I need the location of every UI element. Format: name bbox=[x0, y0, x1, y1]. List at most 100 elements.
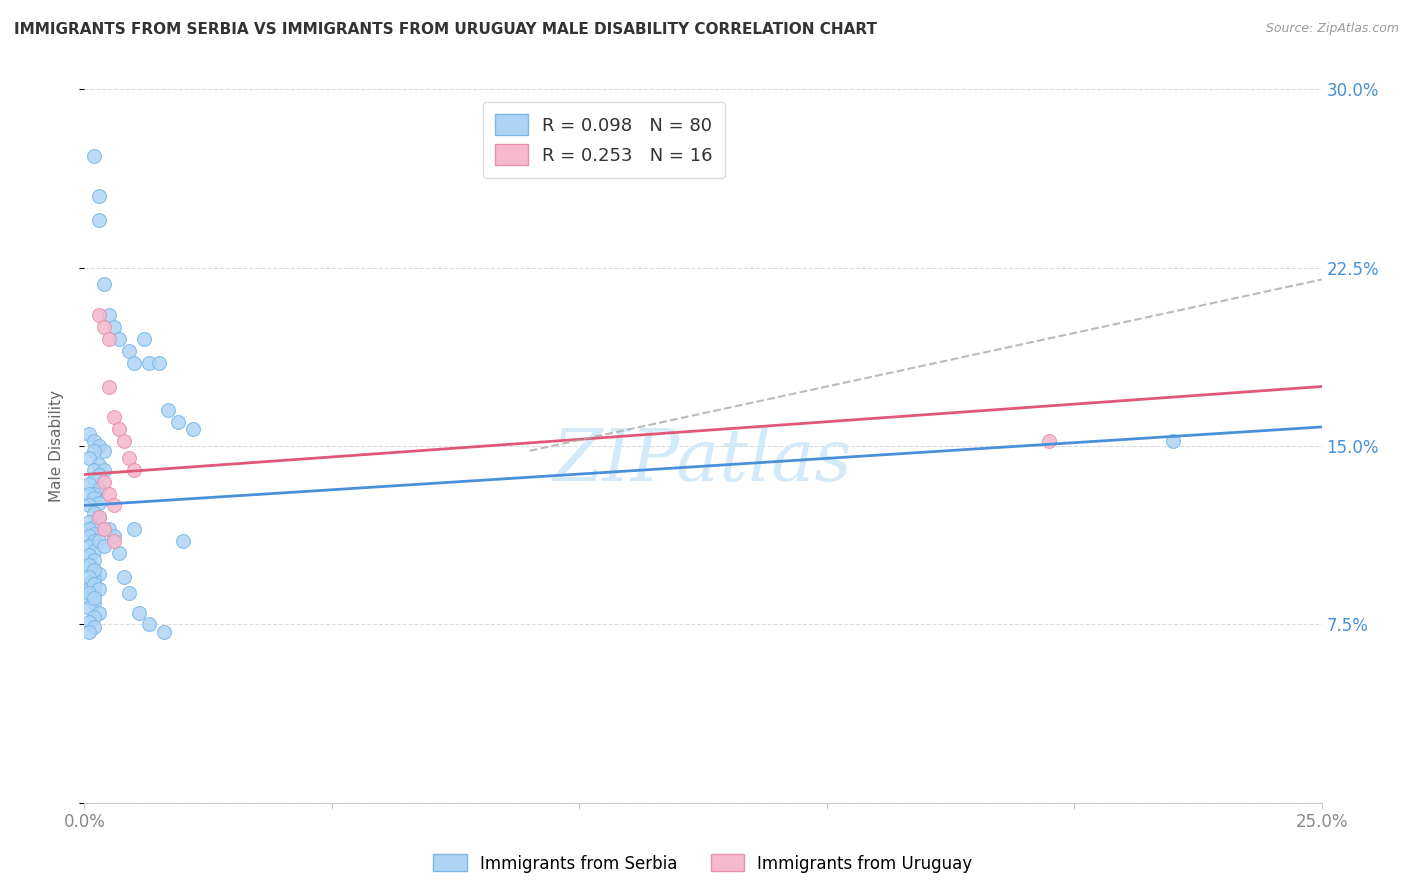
Point bbox=[93, 475, 115, 489]
Point bbox=[103, 410, 125, 425]
Point bbox=[148, 356, 170, 370]
Point bbox=[93, 463, 115, 477]
Point bbox=[79, 529, 101, 543]
Text: Source: ZipAtlas.com: Source: ZipAtlas.com bbox=[1265, 22, 1399, 36]
Text: IMMIGRANTS FROM SERBIA VS IMMIGRANTS FROM URUGUAY MALE DISABILITY CORRELATION CH: IMMIGRANTS FROM SERBIA VS IMMIGRANTS FRO… bbox=[14, 22, 877, 37]
Point bbox=[108, 422, 131, 436]
Point bbox=[79, 582, 101, 596]
Point bbox=[79, 615, 101, 629]
Point bbox=[138, 356, 160, 370]
Point bbox=[83, 463, 105, 477]
Point bbox=[157, 403, 180, 417]
Point bbox=[83, 591, 105, 606]
Legend: R = 0.098   N = 80, R = 0.253   N = 16: R = 0.098 N = 80, R = 0.253 N = 16 bbox=[482, 102, 725, 178]
Point bbox=[83, 506, 105, 520]
Point bbox=[83, 149, 105, 163]
Legend: Immigrants from Serbia, Immigrants from Uruguay: Immigrants from Serbia, Immigrants from … bbox=[427, 847, 979, 880]
Point bbox=[118, 586, 141, 600]
Point bbox=[89, 567, 111, 582]
Point bbox=[93, 320, 115, 334]
Point bbox=[98, 332, 121, 346]
Point bbox=[98, 522, 121, 536]
Point bbox=[98, 379, 121, 393]
Point bbox=[79, 600, 101, 615]
Point bbox=[83, 543, 105, 558]
Point bbox=[79, 624, 101, 639]
Point bbox=[79, 522, 101, 536]
Point bbox=[89, 606, 111, 620]
Point bbox=[79, 486, 101, 500]
Point bbox=[83, 563, 105, 577]
Point bbox=[79, 549, 101, 563]
Point bbox=[89, 582, 111, 596]
Point bbox=[128, 606, 150, 620]
Point bbox=[83, 577, 105, 591]
Point bbox=[89, 510, 111, 524]
Point bbox=[83, 520, 105, 534]
Point bbox=[172, 534, 194, 549]
Point bbox=[89, 308, 111, 322]
Point bbox=[122, 463, 145, 477]
Point bbox=[79, 515, 101, 529]
Point bbox=[1161, 434, 1184, 449]
Text: ZIPatlas: ZIPatlas bbox=[553, 425, 853, 496]
Point bbox=[83, 486, 105, 500]
Point bbox=[79, 558, 101, 572]
Point bbox=[83, 491, 105, 506]
Point bbox=[89, 510, 111, 524]
Point bbox=[83, 610, 105, 624]
Point bbox=[93, 539, 115, 553]
Point bbox=[83, 572, 105, 586]
Point bbox=[89, 482, 111, 496]
Point bbox=[89, 458, 111, 472]
Point bbox=[79, 577, 101, 591]
Point bbox=[118, 450, 141, 465]
Point bbox=[167, 415, 190, 429]
Point bbox=[83, 620, 105, 634]
Point bbox=[83, 472, 105, 486]
Point bbox=[83, 596, 105, 610]
Point bbox=[83, 534, 105, 549]
Point bbox=[93, 522, 115, 536]
Point bbox=[112, 434, 135, 449]
Point bbox=[83, 527, 105, 541]
Point bbox=[83, 553, 105, 567]
Point bbox=[79, 427, 101, 442]
Point bbox=[83, 443, 105, 458]
Point bbox=[89, 467, 111, 482]
Point bbox=[112, 570, 135, 584]
Point bbox=[79, 591, 101, 606]
Point bbox=[83, 563, 105, 577]
Point bbox=[83, 434, 105, 449]
Point bbox=[89, 496, 111, 510]
Point bbox=[122, 356, 145, 370]
Point bbox=[83, 586, 105, 600]
Point bbox=[108, 332, 131, 346]
Point bbox=[103, 534, 125, 549]
Point bbox=[181, 422, 204, 436]
Point bbox=[89, 213, 111, 227]
Point bbox=[79, 558, 101, 572]
Point bbox=[132, 332, 155, 346]
Point bbox=[79, 450, 101, 465]
Point bbox=[89, 439, 111, 453]
Point bbox=[79, 539, 101, 553]
Point bbox=[93, 277, 115, 292]
Y-axis label: Male Disability: Male Disability bbox=[49, 390, 63, 502]
Point bbox=[89, 189, 111, 203]
Point bbox=[79, 586, 101, 600]
Point bbox=[1038, 434, 1060, 449]
Point bbox=[79, 477, 101, 491]
Point bbox=[103, 499, 125, 513]
Point bbox=[79, 499, 101, 513]
Point bbox=[103, 320, 125, 334]
Point bbox=[93, 443, 115, 458]
Point bbox=[122, 522, 145, 536]
Point bbox=[103, 529, 125, 543]
Point bbox=[118, 343, 141, 358]
Point bbox=[79, 570, 101, 584]
Point bbox=[108, 546, 131, 560]
Point bbox=[89, 534, 111, 549]
Point bbox=[98, 486, 121, 500]
Point bbox=[138, 617, 160, 632]
